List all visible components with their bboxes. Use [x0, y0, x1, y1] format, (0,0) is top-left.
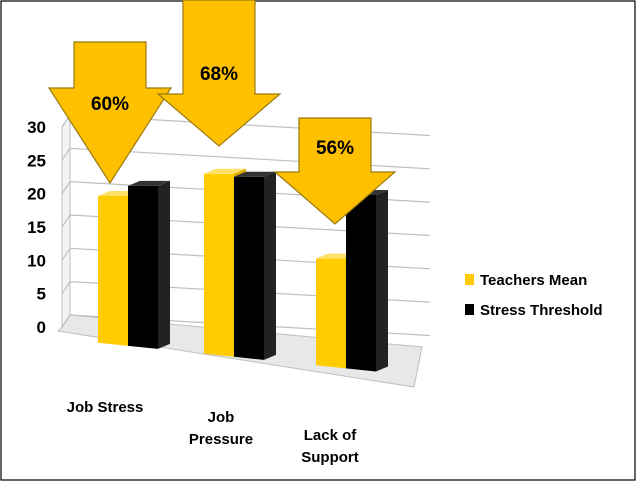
legend-swatch [465, 304, 474, 315]
bar-teachers-mean [204, 173, 234, 357]
annotation-label: 68% [200, 64, 238, 85]
bar-teachers-mean-top [204, 168, 246, 174]
y-tick-label: 15 [27, 218, 46, 237]
category-label-line: Job [208, 409, 235, 426]
y-tick-label: 20 [27, 185, 46, 204]
bar-stress-threshold-side [264, 171, 276, 360]
bar-stress-threshold-top [128, 180, 170, 186]
category-label-line: Lack of [304, 427, 358, 444]
category-label-line: Pressure [189, 431, 253, 448]
gridline [61, 214, 431, 237]
y-tick-label: 25 [27, 151, 46, 170]
bar-stress-threshold-top [234, 171, 276, 177]
annotation-arrow [47, 41, 173, 185]
gridline [61, 314, 431, 337]
bars [98, 168, 388, 372]
category-label-line: Support [301, 449, 359, 466]
legend-label: Stress Threshold [480, 302, 603, 319]
y-tick-label: 0 [37, 318, 46, 337]
category-label-line: Job Stress [67, 399, 144, 416]
annotation-arrows: 60% 68% 56% [47, 0, 397, 225]
gridline [61, 247, 431, 270]
annotation-arrow [273, 117, 397, 225]
bar-stress-threshold-side [376, 190, 388, 372]
category-label: Lack of Support [301, 427, 359, 466]
annotation-arrow [156, 0, 282, 147]
bar-stress-threshold [128, 185, 158, 349]
bar-teachers-mean [316, 258, 346, 369]
y-axis-ticks: 0 5 10 15 20 25 30 [27, 118, 46, 337]
y-tick-label: 5 [37, 285, 46, 304]
bar-stress-threshold [234, 176, 264, 360]
category-label: Job Pressure [189, 409, 253, 448]
category-labels: Job Stress Job Pressure Lack of Support [67, 399, 359, 466]
y-tick-label: 30 [27, 118, 46, 137]
gridline [61, 281, 431, 303]
legend-label: Teachers Mean [480, 272, 587, 289]
y-tick-label: 10 [27, 251, 46, 270]
annotation-label: 56% [316, 138, 354, 159]
category-label: Job Stress [67, 399, 144, 416]
bar-teachers-mean [98, 196, 128, 346]
bar-stress-threshold [346, 195, 376, 372]
legend-swatch [465, 274, 474, 285]
legend: Teachers Mean Stress Threshold [465, 272, 603, 319]
bar-stress-threshold-side [158, 180, 170, 349]
annotation-label: 60% [91, 94, 129, 115]
